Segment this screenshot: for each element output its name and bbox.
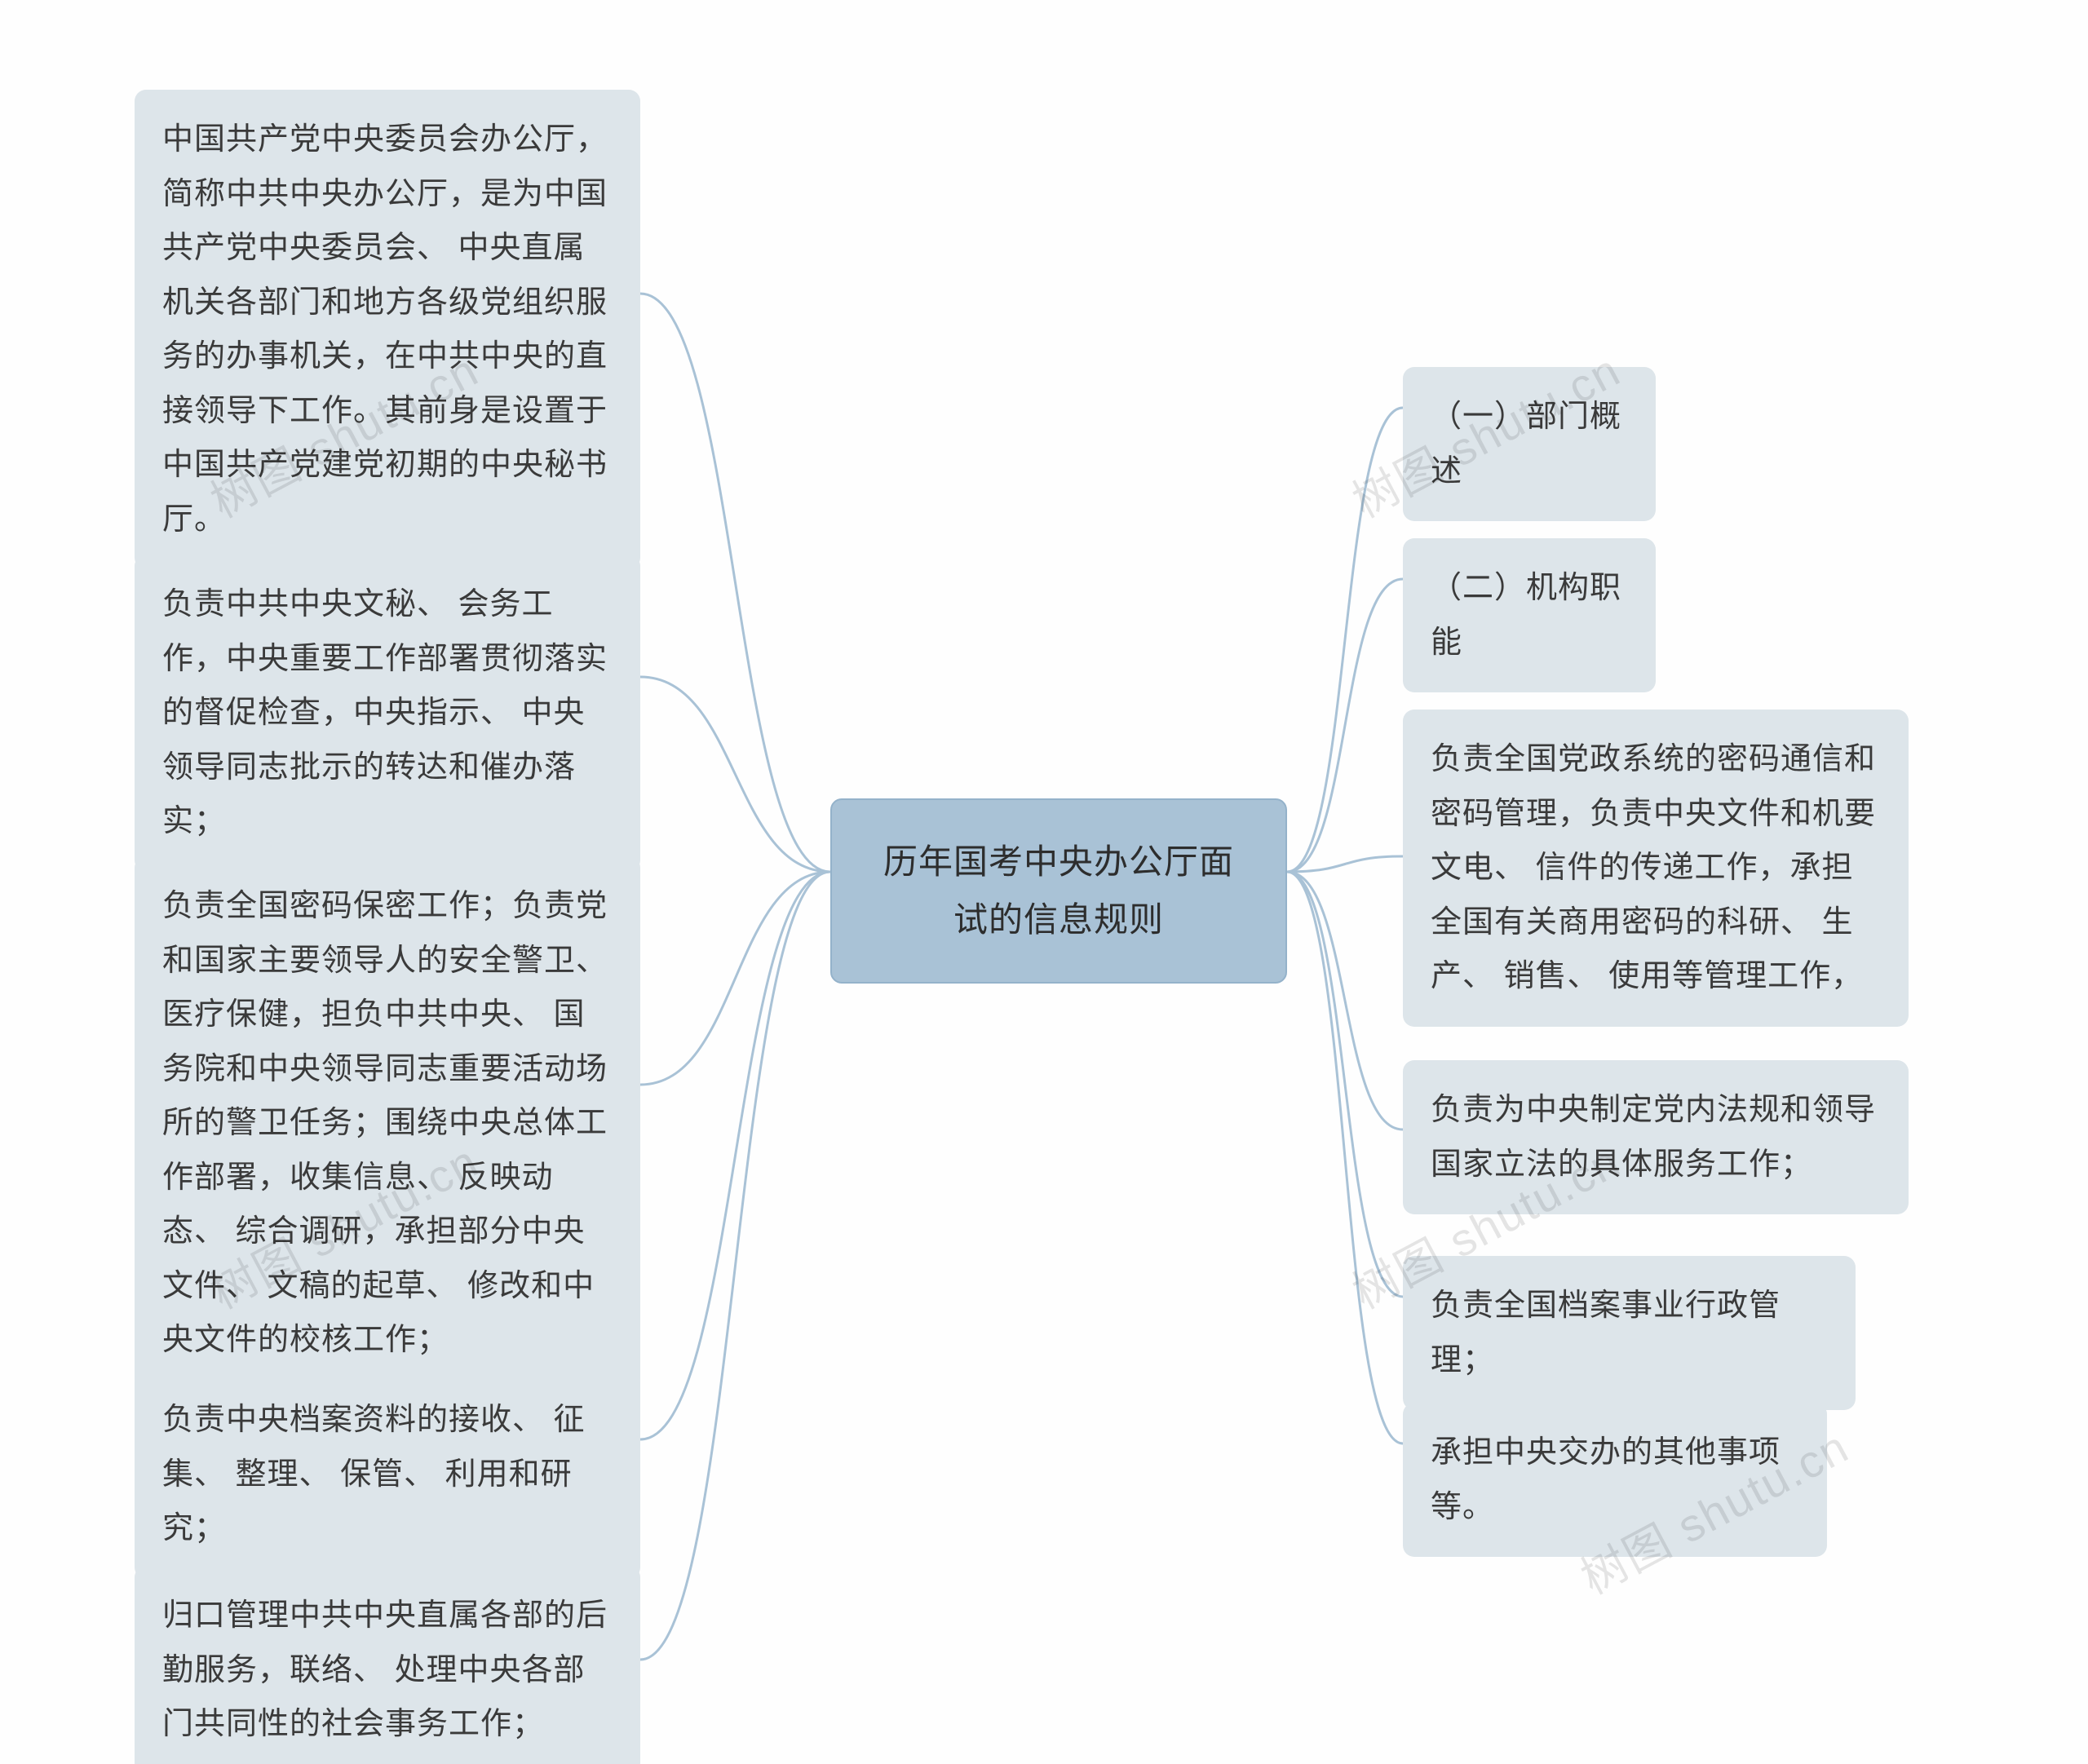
left-node-1: 负责中共中央文秘、 会务工作，中央重要工作部署贯彻落实的督促检查，中央指示、 中… bbox=[135, 555, 640, 872]
right-node-5: 承担中央交办的其他事项等。 bbox=[1403, 1403, 1827, 1557]
right-node-2: 负责全国党政系统的密码通信和密码管理，负责中央文件和机要文电、 信件的传递工作，… bbox=[1403, 710, 1909, 1027]
left-node-0: 中国共产党中央委员会办公厅，简称中共中央办公厅，是为中国共产党中央委员会、 中央… bbox=[135, 90, 640, 569]
right-node-1: （二）机构职能 bbox=[1403, 538, 1656, 692]
center-node: 历年国考中央办公厅面试的信息规则 bbox=[830, 798, 1287, 984]
mindmap-canvas: 历年国考中央办公厅面试的信息规则 中国共产党中央委员会办公厅，简称中共中央办公厅… bbox=[0, 0, 2088, 1764]
right-node-3: 负责为中央制定党内法规和领导国家立法的具体服务工作； bbox=[1403, 1060, 1909, 1214]
right-node-0: （一）部门概述 bbox=[1403, 367, 1656, 521]
left-node-2: 负责全国密码保密工作；负责党和国家主要领导人的安全警卫、 医疗保健，担负中共中央… bbox=[135, 856, 640, 1390]
right-node-4: 负责全国档案事业行政管理； bbox=[1403, 1256, 1856, 1410]
left-node-3: 负责中央档案资料的接收、 征集、 整理、 保管、 利用和研究； bbox=[135, 1370, 640, 1579]
left-node-4: 归口管理中共中央直属各部的后勤服务，联络、 处理中央各部门共同性的社会事务工作； bbox=[135, 1566, 640, 1764]
